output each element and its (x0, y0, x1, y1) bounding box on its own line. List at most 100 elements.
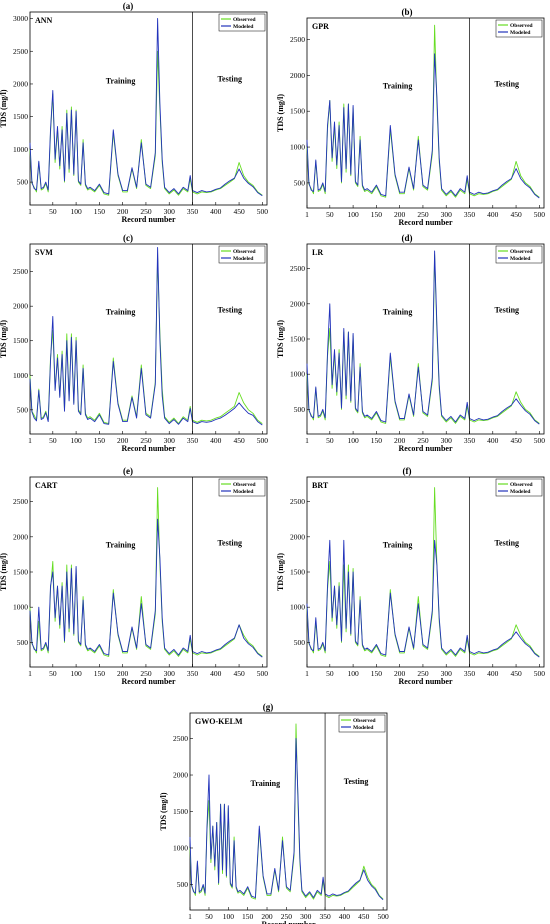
y-tick-label: 1000 (173, 843, 188, 852)
modeled-series-line (189, 738, 384, 901)
legend-box (495, 19, 543, 38)
model-name: GPR (312, 22, 329, 31)
x-tick-label: 500 (534, 436, 546, 445)
x-tick-label: 100 (347, 436, 359, 445)
x-tick-label: 150 (371, 436, 383, 445)
testing-annotation: Testing (494, 305, 519, 314)
x-tick-label: 400 (210, 669, 222, 678)
modeled-series-line (306, 539, 540, 658)
x-tick-label: 450 (510, 669, 522, 678)
x-tick-label: 1 (188, 912, 192, 921)
chart-panel-4: 1 50 100 150 200 250 300 350 400 450 5005001000150… (276, 233, 545, 453)
y-axis-label: TDS (mg/l) (276, 320, 285, 358)
x-tick-label: 350 (187, 207, 199, 216)
x-tick-label: 250 (140, 436, 152, 445)
observed-series-line (306, 24, 540, 198)
x-tick-label: 250 (281, 912, 293, 921)
legend-box (495, 245, 543, 264)
y-tick-label: 2500 (13, 497, 28, 506)
model-name: SVM (35, 248, 53, 257)
x-axis-label: Record number (122, 444, 176, 453)
x-tick-label: 500 (257, 436, 269, 445)
x-tick-label: 400 (487, 669, 499, 678)
legend-box (218, 13, 266, 32)
y-tick-label: 1500 (13, 112, 28, 121)
chart-panel-1: 1 50 100 150 200 250 300 350 400 450 5005001000150… (0, 1, 268, 224)
y-tick-label: 500 (294, 405, 306, 414)
y-axis-label: TDS (mg/l) (159, 792, 168, 830)
legend-label: Modeled (233, 256, 253, 262)
y-tick-label: 2500 (173, 734, 188, 743)
x-tick-label: 500 (534, 669, 546, 678)
chart-panel-3: 1 50 100 150 200 250 300 350 400 450 5005001000150… (0, 233, 268, 453)
x-tick-label: 300 (164, 207, 176, 216)
y-tick-label: 500 (17, 405, 29, 414)
legend-label: Observed (510, 23, 533, 29)
y-tick-label: 1000 (13, 371, 28, 380)
testing-annotation: Testing (344, 777, 369, 786)
y-tick-label: 1000 (290, 143, 305, 152)
plot-area (306, 476, 545, 668)
modeled-series-line (306, 250, 540, 425)
x-axis-label: Record number (122, 677, 176, 686)
plot-area (306, 243, 545, 435)
y-tick-label: 2000 (173, 771, 188, 780)
plot-area (29, 11, 268, 206)
x-tick-label: 50 (326, 210, 334, 219)
observed-series-line (29, 50, 263, 196)
x-tick-label: 250 (417, 669, 429, 678)
legend-label: Observed (353, 718, 376, 724)
testing-annotation: Testing (217, 74, 242, 83)
x-tick-label: 150 (242, 912, 254, 921)
x-tick-label: 100 (70, 207, 82, 216)
y-axis-label: TDS (mg/l) (276, 94, 285, 132)
x-tick-label: 250 (140, 207, 152, 216)
x-tick-label: 450 (233, 436, 245, 445)
modeled-series-line (29, 18, 263, 197)
x-axis-label: Record number (122, 215, 176, 224)
y-tick-label: 2500 (290, 35, 305, 44)
y-tick-label: 500 (177, 880, 189, 889)
x-tick-label: 50 (49, 669, 57, 678)
x-tick-label: 450 (233, 207, 245, 216)
model-name: CART (35, 481, 58, 490)
chart-panel-6: 1 50 100 150 200 250 300 350 400 450 5005001000150… (276, 466, 545, 686)
testing-annotation: Testing (494, 538, 519, 547)
legend-label: Modeled (233, 24, 253, 30)
x-tick-label: 400 (210, 436, 222, 445)
x-tick-label: 1 (28, 207, 32, 216)
x-tick-label: 200 (394, 210, 406, 219)
modeled-series-line (29, 247, 263, 426)
panel-letter: (c) (123, 233, 133, 243)
panel-letter: (g) (263, 702, 274, 712)
y-tick-label: 2500 (290, 264, 305, 273)
x-tick-label: 350 (464, 669, 476, 678)
x-tick-label: 200 (394, 669, 406, 678)
testing-annotation: Testing (217, 538, 242, 547)
y-tick-label: 2000 (13, 532, 28, 541)
y-tick-label: 1500 (173, 807, 188, 816)
x-tick-label: 450 (233, 669, 245, 678)
panel-letter: (a) (123, 1, 134, 11)
y-tick-label: 2000 (290, 299, 305, 308)
chart-panel-5: 1 50 100 150 200 250 300 350 400 450 5005001000150… (0, 466, 268, 686)
x-tick-label: 50 (205, 912, 213, 921)
y-tick-label: 1000 (13, 145, 28, 154)
legend-box (495, 478, 543, 497)
y-tick-label: 1000 (13, 603, 28, 612)
y-axis-label: TDS (mg/l) (276, 553, 285, 591)
x-axis-label: Record number (399, 444, 453, 453)
legend-label: Observed (510, 482, 533, 488)
plot-area (29, 476, 268, 668)
y-axis-label: TDS (mg/l) (0, 553, 8, 591)
x-tick-label: 200 (261, 912, 273, 921)
x-tick-label: 1 (28, 669, 32, 678)
y-tick-label: 1500 (13, 336, 28, 345)
x-tick-label: 200 (394, 436, 406, 445)
legend-label: Observed (233, 482, 256, 488)
legend-label: Modeled (510, 256, 530, 262)
y-tick-label: 500 (17, 638, 29, 647)
panel-letter: (d) (402, 233, 413, 243)
x-tick-label: 50 (326, 669, 334, 678)
